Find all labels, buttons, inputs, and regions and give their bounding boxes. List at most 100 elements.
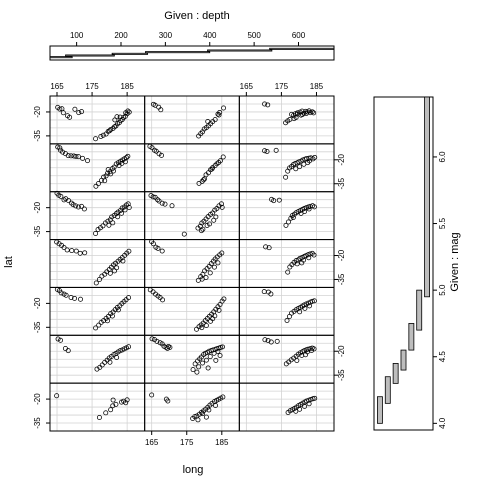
scatter-point — [112, 117, 118, 123]
depth-interval-bar — [145, 51, 211, 54]
scatter-point — [201, 177, 207, 183]
scatter-point — [68, 295, 74, 300]
x-axis-label: long — [183, 464, 204, 476]
scatter-point — [216, 307, 222, 313]
scatter-point — [312, 395, 318, 401]
scatter-point — [71, 153, 77, 159]
scatter-point — [57, 145, 63, 151]
scatter-point — [103, 173, 109, 179]
scatter-point — [93, 280, 99, 286]
y-tick-label: -20 — [33, 297, 42, 309]
scatter-point — [207, 354, 213, 360]
scatter-point — [73, 248, 79, 254]
y-tick-label: -35 — [337, 273, 346, 285]
scatter-point — [306, 401, 312, 407]
x-tick-label: 175 — [275, 82, 289, 91]
scatter-point — [96, 414, 102, 420]
scatter-point — [115, 214, 121, 220]
scatter-point — [120, 258, 126, 264]
scatter-panel-frame — [238, 382, 335, 432]
scatter-point — [211, 264, 217, 270]
scatter-point — [276, 197, 282, 203]
scatter-point — [110, 403, 116, 409]
scatter-point — [123, 400, 129, 406]
scatter-point — [209, 166, 215, 172]
scatter-point — [160, 297, 166, 303]
scatter-point — [60, 110, 66, 116]
scatter-point — [303, 111, 309, 117]
scatter-point — [126, 295, 132, 301]
scatter-point — [284, 317, 290, 323]
scatter-point — [212, 117, 218, 123]
scatter-point — [108, 127, 114, 133]
scatter-point — [302, 403, 308, 409]
scatter-point — [93, 231, 99, 236]
scatter-point — [82, 250, 88, 256]
top-given-label: Given : depth — [164, 10, 229, 22]
scatter-point — [302, 305, 308, 311]
scatter-point — [216, 112, 222, 118]
scatter-point — [306, 206, 312, 212]
scatter-point — [196, 364, 202, 370]
scatter-point — [217, 109, 223, 115]
top-given-panel: 100 200 300 400 500 600 — [49, 31, 335, 61]
scatter-point — [73, 203, 79, 209]
scatter-point — [68, 153, 74, 159]
mag-tick-label: 5.0 — [438, 284, 447, 296]
scatter-point — [100, 132, 106, 138]
mag-interval-bar — [424, 96, 430, 298]
scatter-point — [58, 337, 63, 343]
scatter-point — [297, 309, 303, 315]
scatter-point — [159, 152, 164, 158]
scatter-point — [207, 270, 213, 276]
scatter-point — [93, 325, 99, 331]
scatter-point — [126, 205, 132, 210]
y-axis-label: lat — [3, 256, 15, 268]
mag-interval-bar — [377, 396, 383, 424]
scatter-point — [105, 167, 111, 173]
scatter-point — [166, 343, 171, 349]
scatter-point — [150, 194, 156, 200]
scatter-point — [108, 407, 114, 413]
mag-interval-bar — [400, 349, 407, 371]
scatter-point — [311, 346, 317, 352]
scatter-point — [294, 261, 300, 267]
mag-panel-frame — [373, 96, 434, 431]
scatter-point — [158, 107, 164, 113]
scatter-point — [213, 403, 218, 408]
scatter-point — [165, 398, 171, 404]
scatter-point — [65, 348, 71, 354]
scatter-point — [220, 154, 226, 160]
scatter-point — [288, 215, 294, 221]
scatter-point — [195, 417, 201, 423]
y-tick-label: -20 — [33, 201, 42, 213]
x-tick-label: 175 — [85, 82, 99, 91]
scatter-point — [79, 203, 85, 209]
scatter-point — [100, 223, 106, 229]
scatter-point — [207, 221, 213, 227]
scatter-point — [290, 215, 296, 221]
scatter-point — [264, 149, 270, 154]
scatter-point — [150, 241, 156, 247]
scatter-point — [203, 323, 209, 329]
scatter-point — [93, 136, 99, 142]
scatter-point — [309, 298, 315, 304]
scatter-point — [285, 269, 291, 275]
scatter-point — [293, 114, 299, 120]
depth-interval-bar — [111, 52, 149, 55]
x-tick-label: 185 — [120, 82, 134, 91]
y-tick-label: -20 — [337, 345, 346, 357]
depth-interval-bar — [65, 54, 115, 57]
scatter-point — [206, 407, 212, 413]
scatter-point — [75, 204, 81, 210]
scatter-point — [122, 207, 128, 213]
scatter-point — [117, 114, 123, 120]
scatter-point — [200, 411, 205, 417]
scatter-point — [149, 145, 155, 151]
x-tick-label: 175 — [180, 438, 194, 447]
scatter-point — [192, 361, 198, 367]
scatter-point — [220, 394, 226, 400]
scatter-point — [54, 393, 60, 399]
scatter-point — [110, 220, 116, 226]
